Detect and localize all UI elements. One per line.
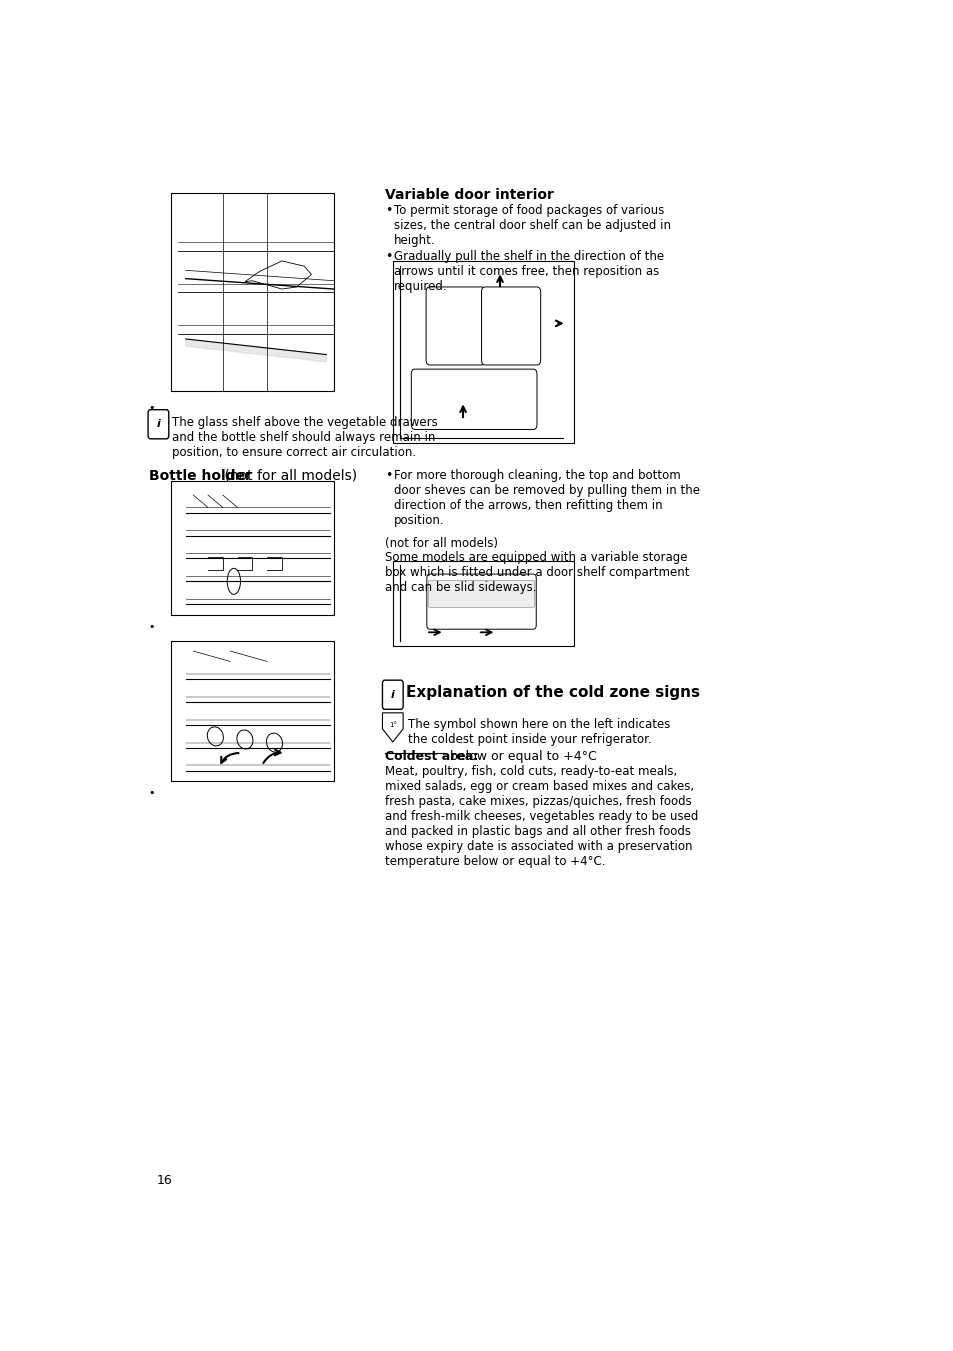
FancyBboxPatch shape: [411, 369, 537, 430]
Text: Some models are equipped with a variable storage
box which is fitted under a doo: Some models are equipped with a variable…: [385, 551, 689, 594]
Text: Bottle holder: Bottle holder: [149, 469, 252, 484]
Text: Variable door interior: Variable door interior: [385, 188, 554, 203]
Text: (not for all models): (not for all models): [385, 536, 497, 550]
Text: •: •: [385, 469, 393, 482]
Ellipse shape: [236, 730, 253, 748]
Bar: [171, 640, 334, 781]
FancyBboxPatch shape: [428, 581, 535, 608]
Text: 1°: 1°: [389, 721, 396, 728]
Text: below or equal to +4°C: below or equal to +4°C: [446, 750, 597, 763]
Bar: [171, 193, 334, 390]
Bar: [393, 561, 574, 646]
Text: i: i: [391, 690, 395, 700]
Text: (not for all models): (not for all models): [219, 469, 356, 484]
Text: For more thorough cleaning, the top and bottom
door sheves can be removed by pul: For more thorough cleaning, the top and …: [394, 469, 700, 527]
Text: To permit storage of food packages of various
sizes, the central door shelf can : To permit storage of food packages of va…: [394, 204, 671, 247]
Text: The glass shelf above the vegetable drawers
and the bottle shelf should always r: The glass shelf above the vegetable draw…: [172, 416, 437, 459]
FancyBboxPatch shape: [382, 680, 403, 709]
Ellipse shape: [227, 569, 240, 594]
FancyBboxPatch shape: [426, 286, 485, 365]
Ellipse shape: [266, 734, 282, 753]
Polygon shape: [186, 339, 326, 362]
FancyBboxPatch shape: [481, 286, 540, 365]
Text: Gradually pull the shelf in the direction of the
arrows until it comes free, the: Gradually pull the shelf in the directio…: [394, 250, 663, 293]
FancyBboxPatch shape: [148, 409, 169, 439]
Text: •: •: [385, 204, 393, 216]
Text: Meat, poultry, fish, cold cuts, ready-to-eat meals,
mixed salads, egg or cream b: Meat, poultry, fish, cold cuts, ready-to…: [385, 766, 698, 869]
Text: The symbol shown here on the left indicates
the coldest point inside your refrig: The symbol shown here on the left indica…: [407, 717, 669, 746]
Polygon shape: [245, 261, 311, 289]
Text: •: •: [149, 404, 155, 413]
Text: Coldest area:: Coldest area:: [385, 750, 478, 763]
FancyBboxPatch shape: [426, 574, 536, 630]
Text: •: •: [149, 621, 155, 632]
Text: •: •: [149, 789, 155, 798]
Text: 16: 16: [156, 1174, 172, 1186]
Bar: [171, 481, 334, 615]
Bar: [393, 261, 574, 443]
Text: Explanation of the cold zone signs: Explanation of the cold zone signs: [406, 685, 700, 700]
Polygon shape: [382, 713, 403, 742]
Ellipse shape: [207, 727, 223, 746]
Text: •: •: [385, 250, 393, 262]
Text: i: i: [156, 419, 160, 430]
